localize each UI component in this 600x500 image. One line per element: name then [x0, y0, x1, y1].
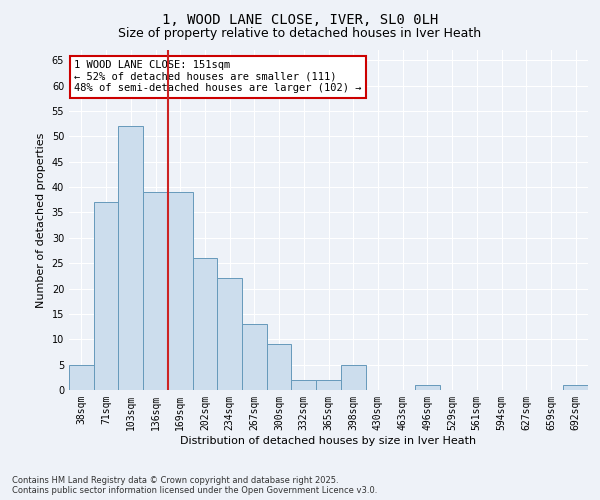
Bar — [242, 324, 267, 390]
Bar — [69, 364, 94, 390]
Bar — [143, 192, 168, 390]
Text: 1 WOOD LANE CLOSE: 151sqm
← 52% of detached houses are smaller (111)
48% of semi: 1 WOOD LANE CLOSE: 151sqm ← 52% of detac… — [74, 60, 362, 94]
Bar — [217, 278, 242, 390]
X-axis label: Distribution of detached houses by size in Iver Heath: Distribution of detached houses by size … — [181, 436, 476, 446]
Bar — [193, 258, 217, 390]
Bar — [316, 380, 341, 390]
Bar — [415, 385, 440, 390]
Bar — [341, 364, 365, 390]
Y-axis label: Number of detached properties: Number of detached properties — [36, 132, 46, 308]
Bar — [118, 126, 143, 390]
Bar — [168, 192, 193, 390]
Bar — [563, 385, 588, 390]
Text: Size of property relative to detached houses in Iver Heath: Size of property relative to detached ho… — [118, 28, 482, 40]
Text: 1, WOOD LANE CLOSE, IVER, SL0 0LH: 1, WOOD LANE CLOSE, IVER, SL0 0LH — [162, 12, 438, 26]
Bar — [267, 344, 292, 390]
Text: Contains HM Land Registry data © Crown copyright and database right 2025.
Contai: Contains HM Land Registry data © Crown c… — [12, 476, 377, 495]
Bar — [292, 380, 316, 390]
Bar — [94, 202, 118, 390]
